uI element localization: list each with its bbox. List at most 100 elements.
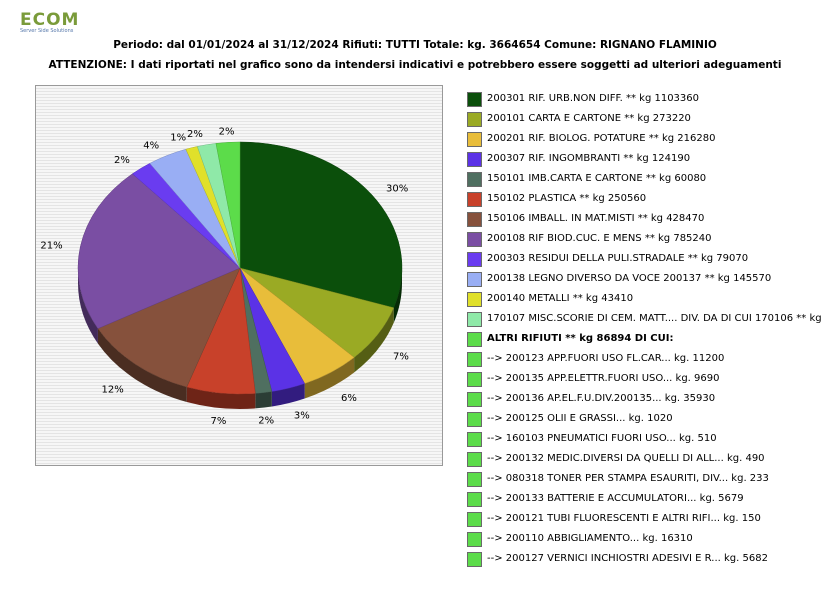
legend-swatch: [467, 412, 482, 427]
legend-item: 150101 IMB.CARTA E CARTONE ** kg 60080: [467, 170, 830, 190]
legend-label: --> 200133 BATTERIE E ACCUMULATORI... kg…: [487, 493, 744, 504]
pie-slice-side: [271, 383, 305, 407]
legend-swatch: [467, 332, 482, 347]
pie-percent-label: 1%: [170, 132, 186, 143]
legend-label: 200201 RIF. BIOLOG. POTATURE ** kg 21628…: [487, 133, 716, 144]
legend-swatch: [467, 472, 482, 487]
legend-label: --> 160103 PNEUMATICI FUORI USO... kg. 5…: [487, 433, 717, 444]
pie-slice: [215, 141, 241, 269]
legend-label: 150102 PLASTICA ** kg 250560: [487, 193, 647, 204]
legend-label: --> 200132 MEDIC.DIVERSI DA QUELLI DI AL…: [487, 453, 765, 464]
legend-swatch: [467, 452, 482, 467]
legend-label: 200101 CARTA E CARTONE ** kg 273220: [487, 113, 691, 124]
legend-swatch: [467, 252, 482, 267]
pie-percent-label: 30%: [386, 183, 408, 194]
legend-label: 150106 IMBALL. IN MAT.MISTI ** kg 428470: [487, 213, 705, 224]
pie-percent-label: 2%: [187, 129, 203, 140]
legend-swatch: [467, 432, 482, 447]
legend-item: --> 200135 APP.ELETTR.FUORI USO... kg. 9…: [467, 370, 830, 390]
legend-label: 200303 RESIDUI DELLA PULI.STRADALE ** kg…: [487, 253, 749, 264]
legend-swatch: [467, 532, 482, 547]
pie-percent-label: 2%: [219, 126, 235, 137]
legend-item: --> 200121 TUBI FLUORESCENTI E ALTRI RIF…: [467, 510, 830, 530]
legend-label: --> 200136 AP.EL.F.U.DIV.200135... kg. 3…: [487, 393, 716, 404]
pie-slice: [77, 173, 241, 329]
legend-item: 150102 PLASTICA ** kg 250560: [467, 190, 830, 210]
legend-label: 200307 RIF. INGOMBRANTI ** kg 124190: [487, 153, 691, 164]
legend-label: ALTRI RIFIUTI ** kg 86894 DI CUI:: [487, 333, 674, 344]
logo-text: ECOM: [20, 10, 80, 30]
legend-swatch: [467, 312, 482, 327]
pie-percent-label: 12%: [102, 384, 124, 395]
legend-item: ALTRI RIFIUTI ** kg 86894 DI CUI:: [467, 330, 830, 350]
logo-subtitle: Server Side Solutions: [20, 28, 74, 34]
legend-item: --> 160103 PNEUMATICI FUORI USO... kg. 5…: [467, 430, 830, 450]
legend-item: 170107 MISC.SCORIE DI CEM. MATT.... DIV.…: [467, 310, 830, 330]
legend-swatch: [467, 552, 482, 567]
pie-percent-label: 2%: [114, 155, 130, 166]
legend-label: 200138 LEGNO DIVERSO DA VOCE 200137 ** k…: [487, 273, 772, 284]
legend-item: --> 200133 BATTERIE E ACCUMULATORI... kg…: [467, 490, 830, 510]
legend-item: --> 200136 AP.EL.F.U.DIV.200135... kg. 3…: [467, 390, 830, 410]
pie-slice: [239, 141, 403, 309]
legend-swatch: [467, 492, 482, 507]
legend-swatch: [467, 152, 482, 167]
legend-swatch: [467, 132, 482, 147]
legend-item: 200301 RIF. URB.NON DIFF. ** kg 1103360: [467, 90, 830, 110]
pie-side-walls: [78, 268, 402, 410]
legend-item: 200307 RIF. INGOMBRANTI ** kg 124190: [467, 150, 830, 170]
legend-swatch: [467, 172, 482, 187]
legend-swatch: [467, 272, 482, 287]
legend-item: --> 080318 TONER PER STAMPA ESAURITI, DI…: [467, 470, 830, 490]
ecom-logo: ECOM Server Side Solutions: [8, 5, 103, 34]
legend-label: 200301 RIF. URB.NON DIFF. ** kg 1103360: [487, 93, 700, 104]
legend-label: --> 200123 APP.FUORI USO FL.CAR... kg. 1…: [487, 353, 725, 364]
pie-percent-label: 21%: [40, 240, 62, 251]
legend-label: --> 200110 ABBIGLIAMENTO... kg. 16310: [487, 533, 693, 544]
pie-percent-label: 7%: [211, 416, 227, 427]
legend-item: --> 200132 MEDIC.DIVERSI DA QUELLI DI AL…: [467, 450, 830, 470]
legend-label: --> 200125 OLII E GRASSI... kg. 1020: [487, 413, 673, 424]
pie-slice-side: [304, 357, 355, 399]
pie-slice-side: [186, 387, 256, 410]
legend-item: --> 200110 ABBIGLIAMENTO... kg. 16310: [467, 530, 830, 550]
legend-label: 170107 MISC.SCORIE DI CEM. MATT.... DIV.…: [487, 313, 822, 324]
legend-swatch: [467, 112, 482, 127]
legend-item: 200101 CARTA E CARTONE ** kg 273220: [467, 110, 830, 130]
legend-item: --> 200123 APP.FUORI USO FL.CAR... kg. 1…: [467, 350, 830, 370]
pie-slice-side: [78, 268, 98, 344]
period-summary: Periodo: dal 01/01/2024 al 31/12/2024 Ri…: [113, 39, 717, 51]
legend-label: 150101 IMB.CARTA E CARTONE ** kg 60080: [487, 173, 707, 184]
legend-item: 200108 RIF BIOD.CUC. E MENS ** kg 785240: [467, 230, 830, 250]
legend-item: --> 200125 OLII E GRASSI... kg. 1020: [467, 410, 830, 430]
pie-slice-side: [393, 268, 402, 323]
legend-label: 200140 METALLI ** kg 43410: [487, 293, 634, 304]
legend-label: 200108 RIF BIOD.CUC. E MENS ** kg 785240: [487, 233, 712, 244]
pie-percent-label: 2%: [258, 416, 274, 427]
legend-swatch: [467, 352, 482, 367]
pie-slice-side: [354, 307, 394, 373]
legend-item: 200303 RESIDUI DELLA PULI.STRADALE ** kg…: [467, 250, 830, 270]
legend-item: 150106 IMBALL. IN MAT.MISTI ** kg 428470: [467, 210, 830, 230]
legend-swatch: [467, 372, 482, 387]
pie-percent-label: 7%: [393, 352, 409, 363]
legend-swatch: [467, 192, 482, 207]
legend-swatch: [467, 92, 482, 107]
legend: 200301 RIF. URB.NON DIFF. ** kg 1103360 2…: [467, 90, 830, 570]
legend-swatch: [467, 392, 482, 407]
legend-label: --> 200127 VERNICI INCHIOSTRI ADESIVI E …: [487, 553, 768, 564]
legend-item: 200140 METALLI ** kg 43410: [467, 290, 830, 310]
pie-percent-label: 4%: [143, 141, 159, 152]
legend-item: 200201 RIF. BIOLOG. POTATURE ** kg 21628…: [467, 130, 830, 150]
legend-item: --> 200127 VERNICI INCHIOSTRI ADESIVI E …: [467, 550, 830, 570]
pie-slice-side: [255, 391, 272, 409]
legend-swatch: [467, 212, 482, 227]
pie-percent-label: 3%: [294, 411, 310, 422]
pie-slice-side: [97, 328, 187, 403]
disclaimer: ATTENZIONE: I dati riportati nel grafico…: [48, 59, 782, 71]
legend-label: --> 200121 TUBI FLUORESCENTI E ALTRI RIF…: [487, 513, 761, 524]
legend-swatch: [467, 232, 482, 247]
legend-swatch: [467, 292, 482, 307]
legend-label: --> 200135 APP.ELETTR.FUORI USO... kg. 9…: [487, 373, 720, 384]
